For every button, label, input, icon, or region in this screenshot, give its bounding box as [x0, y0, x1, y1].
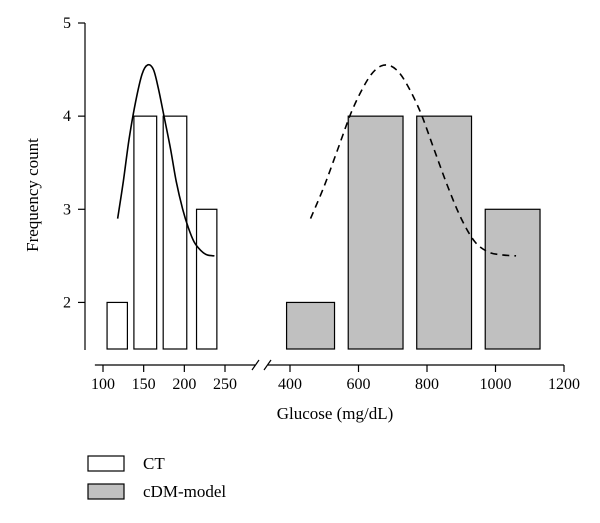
- y-axis-label: Frequency count: [23, 138, 42, 252]
- ct-bar-4: [195, 208, 218, 350]
- legend-swatch-cdm-model: [87, 483, 125, 500]
- x-tick-label: 1000: [480, 376, 512, 393]
- cdm-model-bar-2: [347, 115, 404, 350]
- x-tick-label: 600: [347, 376, 371, 393]
- legend-swatch-ct: [87, 455, 125, 472]
- x-tick-label: 250: [213, 376, 237, 393]
- legend: CT cDM-model: [87, 454, 226, 501]
- legend-label-ct: CT: [143, 454, 165, 473]
- y-tick-label: 3: [63, 201, 71, 218]
- x-tick-label: 800: [415, 376, 439, 393]
- axis-break-mark: [251, 359, 272, 371]
- cdm-model-bar-1: [285, 301, 336, 350]
- bars-layer: [106, 115, 541, 350]
- x-axis-label: Glucose (mg/dL): [277, 404, 394, 423]
- y-tick-label: 2: [63, 294, 71, 311]
- ct-bar-1: [106, 301, 128, 350]
- legend-label-cdm-model: cDM-model: [143, 482, 226, 501]
- cdm-model-bar-4: [484, 208, 541, 350]
- axes-layer: 2 3 4 5 100 150 200 250 400 600 800 1000 1200: [63, 15, 580, 393]
- ct-bar-2: [133, 115, 158, 350]
- y-tick-label: 4: [63, 108, 71, 125]
- y-tick-label: 5: [63, 15, 71, 32]
- x-tick-label: 1200: [548, 376, 580, 393]
- ct-fit-curve: [116, 63, 215, 257]
- curves-layer: [116, 63, 517, 257]
- cdm-model-bar-3: [416, 115, 473, 350]
- x-tick-label: 400: [278, 376, 302, 393]
- x-tick-label: 150: [132, 376, 156, 393]
- ct-bar-3: [162, 115, 188, 350]
- x-tick-label: 100: [91, 376, 115, 393]
- x-tick-label: 200: [172, 376, 196, 393]
